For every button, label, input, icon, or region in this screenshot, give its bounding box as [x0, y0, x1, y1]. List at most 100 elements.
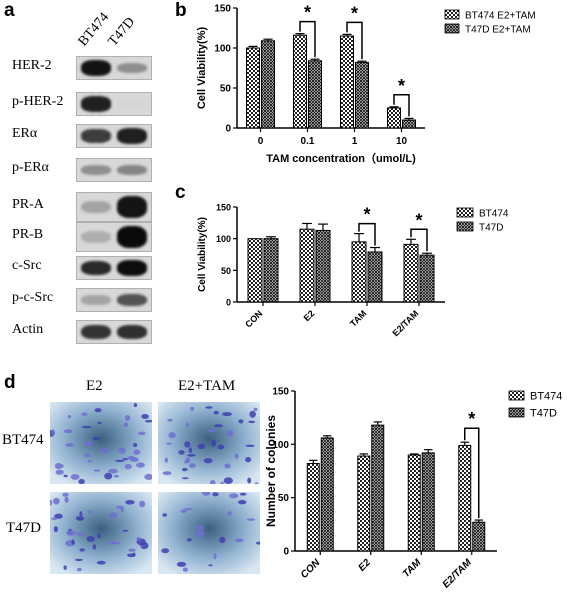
blot-strip [76, 56, 152, 80]
bar-series-1 [387, 107, 401, 129]
bar-series-2 [261, 40, 275, 129]
significance-star: * [351, 3, 358, 23]
panel-letter-a: a [4, 0, 15, 21]
significance-bracket [393, 94, 410, 117]
blot-band-bt474 [81, 129, 111, 143]
x-tick-label: E2/TAM [441, 557, 475, 591]
legend-label: BT474 E2+TAM [465, 11, 536, 22]
bar-series-2 [421, 452, 435, 552]
bar-series-2 [371, 424, 385, 552]
y-tick-label: 50 [220, 84, 232, 95]
micrograph-bt474-e2-tam [158, 402, 260, 484]
y-tick-label: 0 [226, 298, 231, 308]
micrograph-row-t47d: T47D [6, 520, 41, 536]
blot-band-bt474 [81, 60, 111, 76]
y-tick-label: 150 [214, 4, 231, 15]
x-tick-label: 10 [396, 136, 408, 147]
blot-band-bt474 [81, 96, 111, 112]
bar-series-1 [458, 444, 472, 552]
significance-bracket [346, 21, 363, 60]
significance-bracket [410, 228, 428, 252]
significance-star: * [415, 210, 422, 230]
bar-series-1 [407, 454, 421, 552]
blot-strip [76, 256, 152, 280]
blot-row-label: Actin [12, 322, 44, 337]
chart-c-cell-viability-treatments: 0 50 100 150 CON E2 TAM E2/TAM * * Cell Viability(… [197, 203, 509, 339]
significance-bracket [358, 222, 376, 246]
blot-band-bt474 [81, 260, 111, 276]
blot-band-bt474 [81, 164, 111, 176]
blot-row-label: p-HER-2 [12, 94, 64, 109]
x-axis-label: TAM concentration（umol/L) [266, 152, 416, 165]
y-tick-label: 0 [225, 124, 231, 135]
x-tick-label: E2 [302, 308, 317, 323]
y-tick-label: 50 [278, 493, 290, 504]
blot-row-label: HER-2 [12, 58, 52, 73]
blot-band-t47d [117, 226, 147, 248]
bar-series-1 [306, 463, 320, 552]
blot-band-t47d [117, 128, 147, 144]
micrograph-t47d-e2 [50, 492, 152, 574]
bar-series-1 [357, 455, 371, 552]
blot-band-t47d [117, 62, 147, 74]
significance-star: * [304, 3, 311, 23]
chart-d-colony-counts: 0 50 100 150 CON E2 TAM E2/TAM * Number of coloni… [264, 387, 562, 591]
x-tick-label: 0 [258, 136, 264, 147]
micrograph-panel: E2 E2+TAM BT474 T47D [0, 372, 265, 599]
chart-b-cell-viability-tam-dose: 0 50 100 150 0 0.1 1 10 * * * Cell Viability(%) TAM … [196, 3, 536, 165]
blot-row-label: PR-B [12, 227, 44, 242]
x-tick-label: 0.1 [301, 136, 315, 147]
blot-band-bt474 [81, 295, 111, 305]
bar-series-2 [419, 254, 435, 303]
legend-label: BT474 [530, 391, 562, 403]
x-tick-label: 1 [352, 136, 358, 147]
significance-star: * [398, 76, 405, 96]
legend-swatch [508, 390, 525, 401]
bar-series-1 [246, 47, 260, 129]
micrograph-bt474-e2 [50, 402, 152, 484]
legend-swatch [508, 407, 525, 418]
lane-label-bt474: BT474 [75, 9, 113, 50]
western-blot-panel: BT474 T47D HER-2 p-HER-2 ERα p-ERα PR-A PR-B c… [0, 0, 170, 360]
significance-bracket [464, 427, 480, 519]
bar-series-2 [355, 61, 369, 129]
bar-series-2 [402, 119, 416, 129]
x-tick-label: TAM [401, 557, 424, 580]
bar-series-1 [403, 243, 419, 303]
legend-swatch [456, 221, 474, 232]
blot-row-label: ERα [12, 126, 38, 141]
bar-series-1 [351, 241, 367, 303]
blot-band-t47d [117, 324, 147, 340]
x-tick-label: CON [243, 308, 264, 329]
blot-row-label: p-c-Src [12, 290, 54, 305]
significance-star: * [468, 409, 475, 429]
blot-band-t47d [117, 100, 147, 108]
bar-series-2 [263, 238, 279, 303]
micrograph-column-e2: E2 [86, 378, 103, 394]
legend-swatch [444, 9, 460, 20]
bar-series-1 [299, 228, 315, 303]
legend-swatch [456, 207, 474, 218]
bar-series-2 [308, 60, 322, 129]
x-tick-label: TAM [348, 308, 368, 328]
blot-strip [76, 222, 152, 252]
micrograph-row-bt474: BT474 [2, 432, 44, 448]
blot-band-bt474 [81, 200, 111, 214]
y-tick-label: 0 [283, 547, 289, 558]
micrograph-column-e2-tam: E2+TAM [178, 378, 236, 394]
blot-strip [76, 158, 152, 182]
significance-star: * [363, 205, 370, 225]
bar-series-2 [320, 437, 334, 552]
legend-swatch [444, 23, 460, 34]
blot-row-label: p-ERα [12, 160, 49, 175]
panel-letter-d: d [4, 372, 16, 393]
blot-strip [76, 92, 152, 116]
blot-band-bt474 [81, 230, 111, 244]
bar-series-1 [293, 34, 307, 129]
y-tick-label: 150 [216, 203, 231, 213]
significance-bracket [299, 20, 316, 58]
bar-series-1 [340, 35, 354, 129]
blot-row-label: PR-A [12, 197, 44, 212]
y-tick-label: 150 [272, 387, 289, 398]
legend-label: T47D [530, 408, 557, 420]
